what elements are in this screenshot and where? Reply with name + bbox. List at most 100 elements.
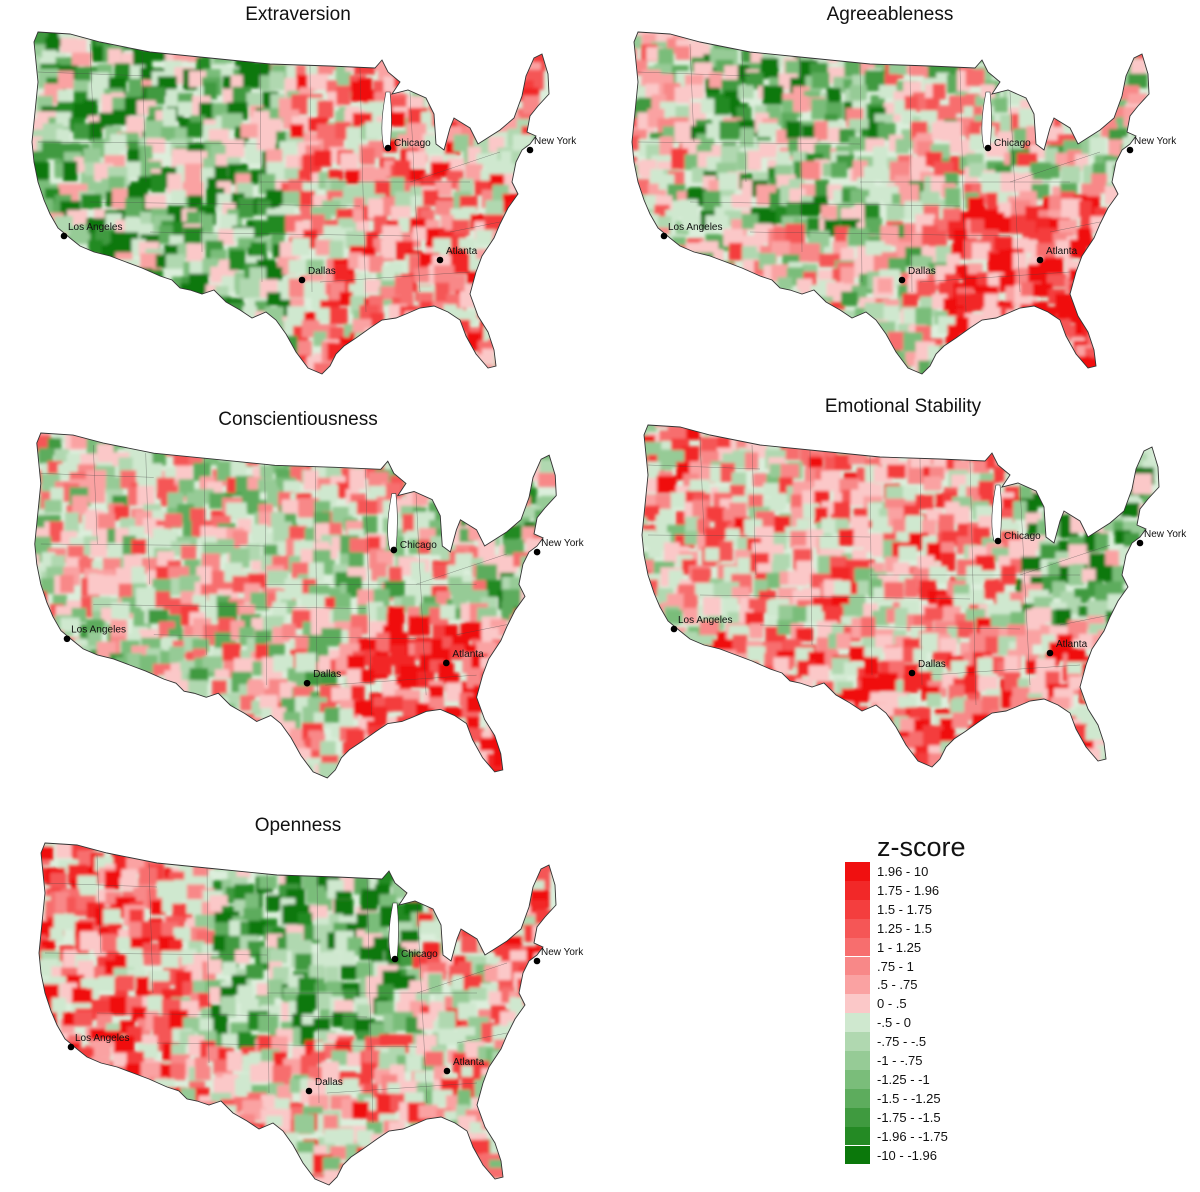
z-score-field <box>34 433 557 778</box>
legend-label: -1.5 - -1.25 <box>877 1090 941 1106</box>
legend-label: -1.96 - -1.75 <box>877 1128 948 1144</box>
us-map: Chicago New York Los Angeles Atlanta Dallas <box>38 842 584 1186</box>
city-marker <box>1126 146 1134 154</box>
legend-label: -1 - -.75 <box>877 1053 923 1068</box>
legend-swatch <box>845 1126 870 1146</box>
city-label: Atlanta <box>1046 246 1078 257</box>
city-label: Dallas <box>308 266 336 277</box>
city-label: Dallas <box>313 669 341 680</box>
city-marker <box>898 276 906 284</box>
city-label: Chicago <box>994 138 1031 149</box>
us-outline <box>641 424 1160 768</box>
us-outline <box>31 31 550 375</box>
legend-label: -.75 - -.5 <box>877 1034 927 1050</box>
city-marker <box>984 144 992 152</box>
legend-swatch <box>845 899 870 919</box>
legend-label: 1.75 - 1.96 <box>877 882 940 898</box>
legend-label: 1.5 - 1.75 <box>877 901 932 917</box>
state-borders <box>37 43 501 313</box>
z-score-field <box>39 843 556 1185</box>
legend-swatch <box>845 1107 870 1127</box>
legend-swatch <box>845 918 870 938</box>
legend-label: -.5 - 0 <box>877 1015 911 1031</box>
city-label: Chicago <box>1004 531 1041 542</box>
panel-title: Conscientiousness <box>218 409 378 430</box>
city-label: New York <box>1144 529 1187 540</box>
legend-entry: 1.96 - 10 <box>845 862 1045 881</box>
legend-swatch <box>845 1051 870 1070</box>
legend-swatch <box>845 880 870 900</box>
city-marker <box>442 659 450 667</box>
city-label: Los Angeles <box>75 1033 130 1044</box>
city-marker <box>63 635 71 643</box>
legend-entry: 1.75 - 1.96 <box>845 880 1045 900</box>
city-label: Los Angeles <box>71 625 126 636</box>
city-marker <box>390 546 398 554</box>
legend-label: 1.25 - 1.5 <box>877 920 932 936</box>
city-marker <box>298 276 306 284</box>
legend-swatch <box>845 1145 870 1165</box>
city-marker <box>994 537 1002 545</box>
legend-title: z-score <box>877 832 966 862</box>
city-marker <box>908 669 916 677</box>
legend-swatch <box>845 994 870 1014</box>
legend-swatch <box>845 1069 870 1089</box>
legend-entry: -1.96 - -1.75 <box>845 1126 1045 1146</box>
state-borders <box>637 43 1101 313</box>
city-label: Chicago <box>400 540 437 551</box>
us-map: Chicago New York Los Angeles Atlanta Dallas <box>31 31 577 375</box>
legend-entry: -1 - -.75 <box>845 1051 1045 1070</box>
legend-swatch <box>845 1088 870 1108</box>
city-marker <box>1036 256 1044 264</box>
state-borders <box>40 445 507 716</box>
city-marker <box>533 548 541 556</box>
legend-swatch <box>845 1013 870 1033</box>
panel-title: Extraversion <box>245 4 351 25</box>
city-marker <box>533 957 541 965</box>
legend-entry: -1.25 - -1 <box>845 1069 1045 1089</box>
us-outline <box>34 432 557 779</box>
legend-entry: -1.5 - -1.25 <box>845 1088 1045 1108</box>
city-marker <box>391 955 399 963</box>
city-label: Los Angeles <box>68 222 123 233</box>
z-score-field <box>32 32 549 374</box>
city-marker <box>67 1043 75 1051</box>
city-marker <box>436 256 444 264</box>
city-label: Los Angeles <box>668 222 723 233</box>
legend-swatch <box>845 1032 870 1051</box>
legend-entry: .75 - 1 <box>845 956 1045 976</box>
city-label: New York <box>541 947 584 958</box>
legend-entry: 1.25 - 1.5 <box>845 918 1045 938</box>
city-label: Atlanta <box>452 649 484 660</box>
city-label: New York <box>1134 136 1177 147</box>
legend-label: 0 - .5 <box>877 996 907 1012</box>
legend-label: 1 - 1.25 <box>877 939 922 955</box>
legend-label: -1.25 - -1 <box>877 1071 930 1087</box>
state-borders <box>44 854 508 1124</box>
legend-entry: -10 - -1.96 <box>845 1145 1045 1165</box>
city-marker <box>384 144 392 152</box>
city-marker <box>1046 649 1054 657</box>
legend-swatch <box>845 937 870 957</box>
legend-label: .75 - 1 <box>877 958 914 974</box>
city-label: New York <box>541 538 585 549</box>
legend-swatch <box>845 975 870 995</box>
legend-swatch <box>845 862 870 881</box>
city-label: Dallas <box>315 1077 343 1088</box>
city-label: Atlanta <box>1056 639 1088 650</box>
legend-entry: 1.5 - 1.75 <box>845 899 1045 919</box>
city-marker <box>1136 539 1144 547</box>
legend-entry: -.75 - -.5 <box>845 1032 1045 1051</box>
legend-label: .5 - .75 <box>877 977 918 993</box>
city-marker <box>303 679 311 687</box>
city-marker <box>443 1067 451 1075</box>
city-label: Dallas <box>918 659 946 670</box>
city-marker <box>526 146 534 154</box>
us-map: Chicago New York Los Angeles Atlanta Dallas <box>641 424 1187 768</box>
us-outline <box>38 842 557 1186</box>
city-label: Atlanta <box>446 246 478 257</box>
us-outline <box>631 31 1150 375</box>
state-borders <box>647 436 1111 706</box>
legend-label: 1.96 - 10 <box>877 864 929 879</box>
city-marker <box>305 1087 313 1095</box>
